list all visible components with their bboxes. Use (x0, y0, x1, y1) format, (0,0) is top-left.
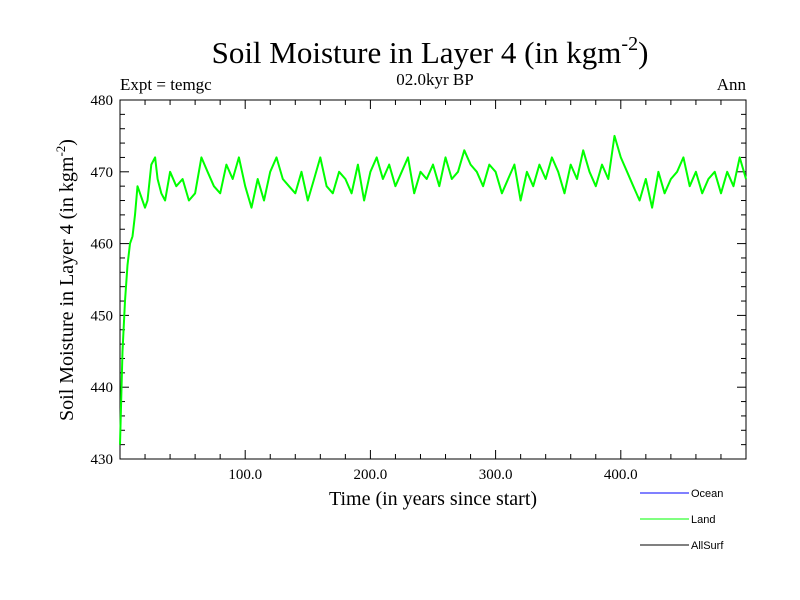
x-tick-label: 200.0 (354, 467, 388, 483)
x-tick-label: 300.0 (479, 467, 513, 483)
season-label: Ann (717, 75, 747, 94)
y-tick-label: 460 (91, 237, 114, 253)
plot-frame (119, 99, 747, 460)
land-series-line (119, 134, 747, 445)
legend-label-allsurf: AllSurf (691, 540, 724, 552)
axis-ticks: 430 440 450 460 470 480 100.0 200.0 300.0 400.0 (91, 93, 746, 483)
y-tick-label: 440 (91, 380, 114, 396)
chart-title: Soil Moisture in Layer 4 (in kgm-2) (212, 33, 649, 70)
y-tick-label: 480 (91, 93, 114, 109)
legend-label-land: Land (691, 514, 715, 526)
chart-subtitle: 02.0kyr BP (396, 70, 473, 89)
legend: Ocean Land AllSurf (640, 488, 724, 552)
legend-label-ocean: Ocean (691, 488, 723, 500)
y-axis-title: Soil Moisture in Layer 4 (in kgm-2) (53, 139, 78, 421)
y-tick-label: 430 (91, 452, 114, 468)
y-tick-label: 470 (91, 165, 114, 181)
x-tick-label: 400.0 (604, 467, 638, 483)
x-axis-title: Time (in years since start) (329, 488, 537, 510)
x-tick-label: 100.0 (228, 467, 262, 483)
experiment-label: Expt = temgc (120, 75, 212, 94)
y-tick-label: 450 (91, 308, 114, 324)
